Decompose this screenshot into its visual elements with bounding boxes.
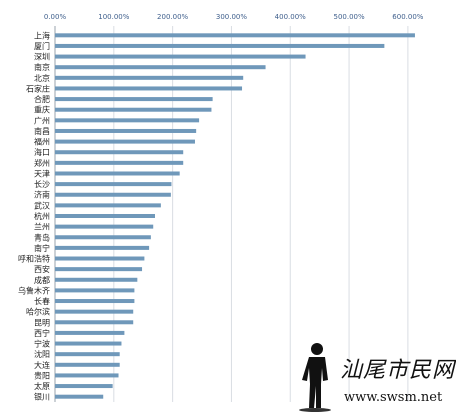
category-label: 哈尔滨 [26, 307, 50, 317]
category-label: 呼和浩特 [18, 254, 50, 264]
bar [55, 224, 154, 229]
standing-man-logo-icon [299, 343, 331, 412]
category-label: 银川 [34, 392, 50, 402]
category-label: 广州 [34, 115, 50, 125]
bar [55, 107, 212, 112]
bar [55, 86, 243, 91]
category-label: 福州 [34, 138, 50, 147]
category-label: 成都 [34, 275, 50, 285]
category-label: 上海 [34, 30, 50, 40]
watermark-site-name: 汕尾市民网 [340, 358, 456, 383]
category-label: 贵阳 [34, 370, 50, 380]
category-label: 西安 [34, 264, 50, 274]
category-label: 昆明 [34, 318, 50, 327]
bar [55, 128, 197, 133]
category-label: 沈阳 [34, 349, 50, 359]
bar [55, 97, 213, 102]
category-label: 合肥 [34, 94, 50, 104]
category-label: 长春 [34, 296, 50, 306]
category-label: 杭州 [34, 211, 50, 221]
x-tick-label: 400.00% [275, 13, 306, 21]
bar [55, 150, 184, 155]
category-label: 乌鲁木齐 [18, 285, 50, 295]
x-axis-ticks: 0.00% 100.00% 200.00% 300.00% 400.00% 500.00%… [44, 13, 424, 21]
bar [55, 309, 134, 314]
bar [55, 267, 143, 272]
bar [55, 373, 119, 378]
bar [55, 277, 138, 282]
bar [55, 256, 145, 261]
bar [55, 75, 244, 80]
x-tick-label: 500.00% [333, 13, 364, 21]
category-label: 石家庄 [26, 83, 50, 93]
bar [55, 235, 151, 240]
bar [55, 214, 155, 218]
category-label: 北京 [34, 73, 50, 83]
category-label: 西宁 [34, 328, 50, 338]
category-label: 南京 [34, 62, 50, 72]
bars [55, 33, 415, 399]
bar [55, 139, 195, 144]
bar [55, 320, 134, 325]
category-label: 海口 [34, 147, 50, 157]
bar [55, 362, 120, 367]
category-label: 兰州 [34, 222, 50, 232]
bar [55, 330, 125, 335]
category-label: 武汉 [34, 200, 50, 210]
category-label: 厦门 [34, 41, 50, 51]
category-label: 宁波 [34, 339, 50, 349]
category-label: 济南 [34, 190, 50, 200]
category-label: 重庆 [34, 105, 50, 115]
category-label: 大连 [34, 360, 50, 370]
watermark-url: www.swsm.net [344, 390, 443, 405]
x-tick-label: 200.00% [157, 13, 188, 21]
bar [55, 352, 120, 357]
bar [55, 299, 135, 304]
category-label: 深圳 [34, 52, 50, 62]
category-label: 天津 [34, 168, 50, 178]
category-label: 南昌 [34, 126, 50, 136]
bar [55, 203, 161, 208]
category-label: 郑州 [34, 158, 50, 168]
bar [55, 160, 184, 165]
bar [55, 192, 171, 197]
category-label: 南宁 [34, 243, 50, 253]
x-tick-label: 300.00% [216, 13, 247, 21]
category-label: 长沙 [34, 179, 50, 189]
bar [55, 384, 113, 389]
category-labels: 上海厦门深圳南京北京石家庄合肥重庆广州南昌福州海口郑州天津长沙济南武汉杭州兰州青… [18, 30, 50, 401]
x-tick-label: 600.00% [392, 13, 423, 21]
bar [55, 54, 306, 59]
x-tick-label: 100.00% [98, 13, 129, 21]
category-label: 太原 [34, 381, 50, 391]
bar [55, 182, 172, 187]
bar [55, 65, 266, 70]
bar [55, 288, 135, 293]
bar [55, 394, 104, 399]
category-label: 青岛 [34, 232, 50, 242]
bar [55, 43, 385, 48]
bar [55, 341, 122, 346]
bar [55, 118, 200, 123]
bar [55, 171, 180, 176]
watermark: 汕尾市民网 www.swsm.net [292, 340, 456, 412]
bar [55, 33, 415, 38]
x-tick-label: 0.00% [44, 13, 67, 21]
bar [55, 245, 150, 250]
